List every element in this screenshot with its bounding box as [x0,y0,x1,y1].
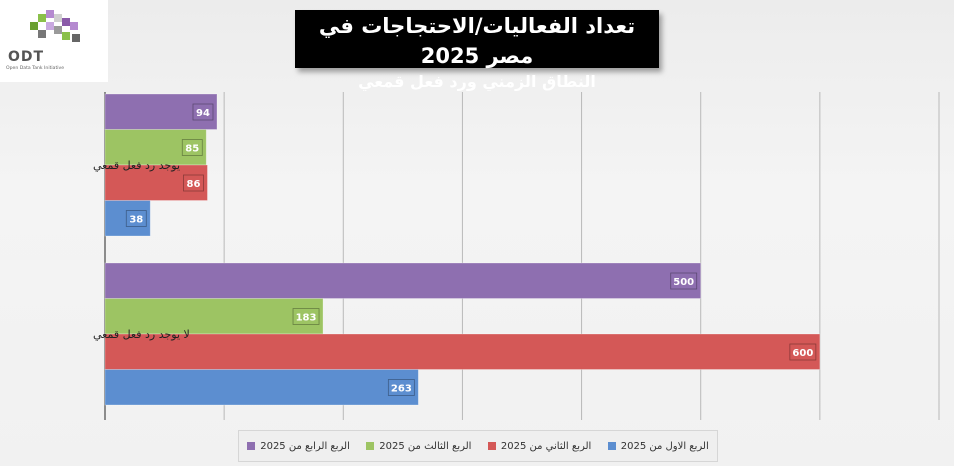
chart-subtitle: النطاق الزمني ورد فعل قمعي [358,72,596,91]
data-label: 85 [185,144,199,155]
legend-label: الربع الثاني من 2025 [500,440,592,452]
logo-tagline: Open Data Tank Initiative [6,66,65,71]
data-label-box [387,379,415,396]
data-label-box [192,103,214,121]
data-label: 94 [196,108,210,119]
logo-cubes-icon [30,10,80,42]
chart-title: تعداد الفعاليات/الاحتجاجات في مصر 2025 [318,14,636,68]
legend-swatch [607,442,616,450]
title-box: تعداد الفعاليات/الاحتجاجات في مصر 2025 ا… [295,10,659,91]
data-label-box [125,210,147,227]
legend-item: الربع الثاني من 2025 [487,440,592,452]
category-label: لا يوجد رد فعل قمعي [93,328,190,341]
data-label-box [183,174,204,192]
legend-swatch [247,442,256,450]
odt-logo: ODT Open Data Tank Initiative [0,0,108,82]
bar [104,262,702,299]
legend-item: الربع الرابع من 2025 [247,441,350,452]
data-label: 500 [673,277,694,288]
legend-item: الربع الثالث من 2025 [366,441,471,452]
data-label: 86 [187,179,201,190]
data-label: 38 [129,215,143,226]
bar [104,369,419,406]
legend-label: الربع الاول من 2025 [620,440,709,452]
legend-swatch [487,442,496,450]
data-label-box [670,272,698,290]
bar [104,298,324,335]
legend-swatch [366,442,375,450]
data-label: 263 [391,384,412,395]
data-label: 183 [296,313,317,324]
data-label-box [181,139,203,156]
data-label-box [789,343,817,361]
data-label-box [292,308,320,325]
legend: الربع الرابع من 2025 الربع الثالث من 2025… [238,430,718,462]
data-label: 600 [792,348,813,359]
legend-label: الربع الثالث من 2025 [379,440,472,452]
logo-name: ODT [8,49,45,65]
legend-item: الربع الاول من 2025 [607,440,709,452]
bar [104,333,821,370]
legend-label: الربع الرابع من 2025 [260,440,350,452]
category-label: يوجد رد فعل قمعي [93,159,180,172]
